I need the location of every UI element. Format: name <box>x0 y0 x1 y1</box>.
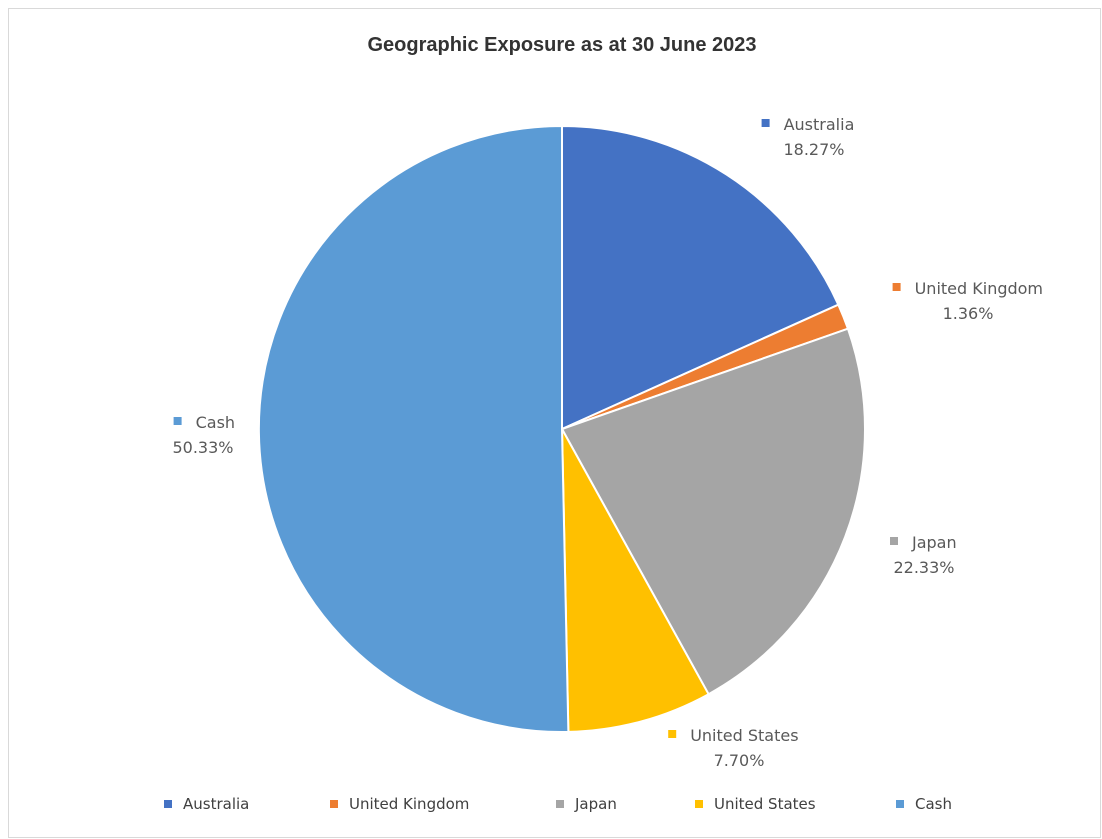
slice-label-marker <box>761 119 770 127</box>
pie-slice-japan <box>560 327 866 696</box>
pie-slice-united-states <box>561 428 710 733</box>
legend-label: United Kingdom <box>349 795 469 813</box>
slice-label-value: 1.36% <box>943 304 994 323</box>
legend-item: Australia <box>164 795 249 813</box>
slice-labels: Australia 18.27% United Kingdom 1.36% Japan 2… <box>172 115 1043 770</box>
slice-label-value: 7.70% <box>714 751 765 770</box>
pie-slices <box>257 124 866 733</box>
slice-label-name: Australia <box>784 115 855 134</box>
legend-marker <box>330 800 338 808</box>
slice-label-marker <box>173 417 182 425</box>
pie-slice-cash <box>257 124 570 733</box>
legend-item: United Kingdom <box>330 795 469 813</box>
slice-label-value: 22.33% <box>893 558 954 577</box>
legend-item: United States <box>695 795 816 813</box>
slice-label-name: United Kingdom <box>915 279 1043 298</box>
slice-label-name: Japan <box>911 533 957 552</box>
slice-label-value: 50.33% <box>172 438 233 457</box>
legend-label: Japan <box>574 795 617 813</box>
legend-label: Australia <box>183 795 249 813</box>
legend-item: Japan <box>556 795 617 813</box>
slice-label-marker <box>890 537 898 545</box>
legend-label: United States <box>714 795 816 813</box>
legend-marker <box>556 800 564 808</box>
legend-item: Cash <box>896 795 952 813</box>
chart-title: Geographic Exposure as at 30 June 2023 <box>367 34 756 56</box>
legend-marker <box>695 800 703 808</box>
slice-label-name: Cash <box>196 413 235 432</box>
slice-label-marker <box>668 730 677 738</box>
legend-label: Cash <box>915 795 952 813</box>
slice-label-name: United States <box>690 726 798 745</box>
slice-label-marker <box>892 283 901 291</box>
legend-marker <box>164 800 172 808</box>
pie-slice-australia <box>561 124 840 431</box>
legend-marker <box>896 800 904 808</box>
slice-label-value: 18.27% <box>783 140 844 159</box>
chart-legend: Australia United Kingdom Japan United State… <box>164 795 952 813</box>
